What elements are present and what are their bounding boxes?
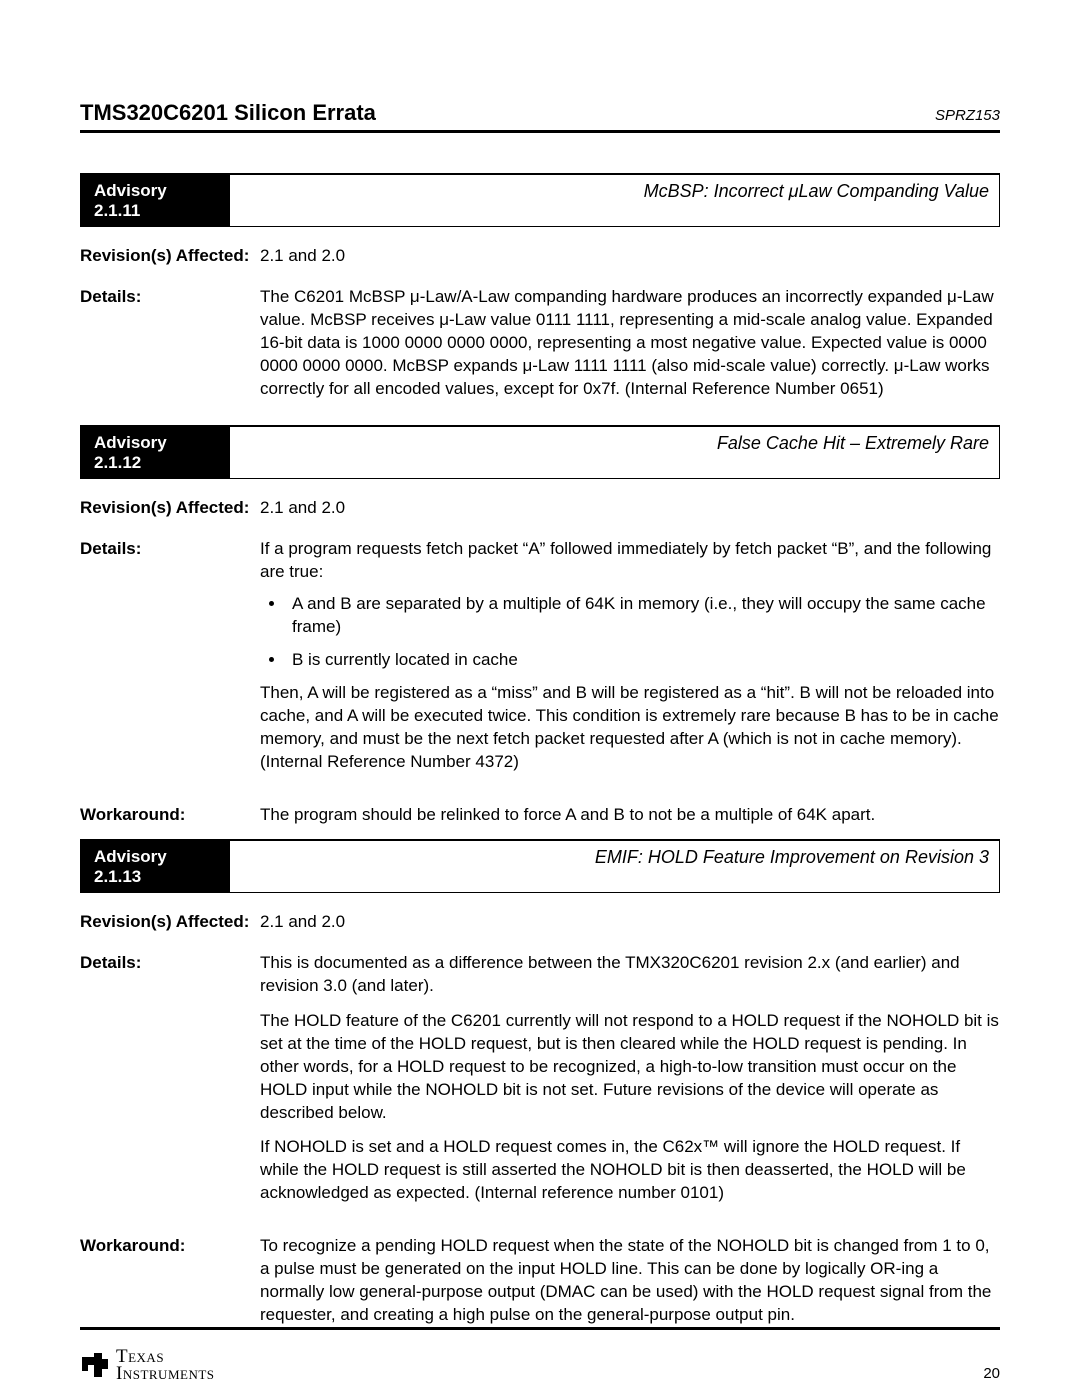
page-number: 20 xyxy=(983,1365,1000,1382)
advisory-number: Advisory 2.1.13 xyxy=(80,841,230,893)
revisions-row: Revision(s) Affected: 2.1 and 2.0 xyxy=(80,911,1000,934)
details-para: The HOLD feature of the C6201 currently … xyxy=(260,1010,1000,1125)
details-bullet-list: A and B are separated by a multiple of 6… xyxy=(260,593,1000,672)
errata-page: TMS320C6201 Silicon Errata SPRZ153 Advis… xyxy=(0,0,1080,1397)
advisory-number: Advisory 2.1.11 xyxy=(80,175,230,227)
revisions-value: 2.1 and 2.0 xyxy=(260,497,1000,520)
details-text: If a program requests fetch packet “A” f… xyxy=(260,538,1000,786)
page-footer: Texas Instruments 20 xyxy=(80,1327,1000,1382)
advisory-block-2-1-12: Advisory 2.1.12 False Cache Hit – Extrem… xyxy=(80,425,1000,827)
document-title: TMS320C6201 Silicon Errata xyxy=(80,100,376,126)
revisions-label: Revision(s) Affected: xyxy=(80,911,260,934)
details-row: Details: If a program requests fetch pac… xyxy=(80,538,1000,786)
ti-logo-line2: Instruments xyxy=(116,1365,215,1382)
page-header: TMS320C6201 Silicon Errata SPRZ153 xyxy=(80,100,1000,133)
advisory-title: McBSP: Incorrect μLaw Companding Value xyxy=(230,175,1000,227)
details-after: Then, A will be registered as a “miss” a… xyxy=(260,682,1000,774)
advisory-header: Advisory 2.1.13 EMIF: HOLD Feature Impro… xyxy=(80,841,1000,893)
advisory-header: Advisory 2.1.12 False Cache Hit – Extrem… xyxy=(80,427,1000,479)
revisions-label: Revision(s) Affected: xyxy=(80,245,260,268)
workaround-row: Workaround: To recognize a pending HOLD … xyxy=(80,1235,1000,1327)
revisions-row: Revision(s) Affected: 2.1 and 2.0 xyxy=(80,245,1000,268)
workaround-label: Workaround: xyxy=(80,1235,260,1327)
list-item: A and B are separated by a multiple of 6… xyxy=(286,593,1000,639)
workaround-row: Workaround: The program should be relink… xyxy=(80,804,1000,827)
revisions-row: Revision(s) Affected: 2.1 and 2.0 xyxy=(80,497,1000,520)
advisory-number: Advisory 2.1.12 xyxy=(80,427,230,479)
details-para: This is documented as a difference betwe… xyxy=(260,952,1000,998)
ti-logo: Texas Instruments xyxy=(80,1348,215,1382)
details-intro: If a program requests fetch packet “A” f… xyxy=(260,538,1000,584)
workaround-value: The program should be relinked to force … xyxy=(260,804,1000,827)
revisions-value: 2.1 and 2.0 xyxy=(260,911,1000,934)
advisory-title: False Cache Hit – Extremely Rare xyxy=(230,427,1000,479)
revisions-label: Revision(s) Affected: xyxy=(80,497,260,520)
details-label: Details: xyxy=(80,286,260,413)
details-text: This is documented as a difference betwe… xyxy=(260,952,1000,1217)
details-para: If NOHOLD is set and a HOLD request come… xyxy=(260,1136,1000,1205)
advisory-title: EMIF: HOLD Feature Improvement on Revisi… xyxy=(230,841,1000,893)
details-text: The C6201 McBSP μ-Law/A-Law companding h… xyxy=(260,286,1000,413)
workaround-label: Workaround: xyxy=(80,804,260,827)
details-label: Details: xyxy=(80,538,260,786)
advisory-block-2-1-13: Advisory 2.1.13 EMIF: HOLD Feature Impro… xyxy=(80,839,1000,1327)
advisory-block-2-1-11: Advisory 2.1.11 McBSP: Incorrect μLaw Co… xyxy=(80,173,1000,413)
details-row: Details: This is documented as a differe… xyxy=(80,952,1000,1217)
advisory-header: Advisory 2.1.11 McBSP: Incorrect μLaw Co… xyxy=(80,175,1000,227)
details-row: Details: The C6201 McBSP μ-Law/A-Law com… xyxy=(80,286,1000,413)
ti-logo-text: Texas Instruments xyxy=(116,1348,215,1382)
list-item: B is currently located in cache xyxy=(286,649,1000,672)
details-para: The C6201 McBSP μ-Law/A-Law companding h… xyxy=(260,286,1000,401)
workaround-value: To recognize a pending HOLD request when… xyxy=(260,1235,1000,1327)
ti-logo-icon xyxy=(80,1351,112,1379)
document-code: SPRZ153 xyxy=(935,107,1000,124)
details-label: Details: xyxy=(80,952,260,1217)
revisions-value: 2.1 and 2.0 xyxy=(260,245,1000,268)
